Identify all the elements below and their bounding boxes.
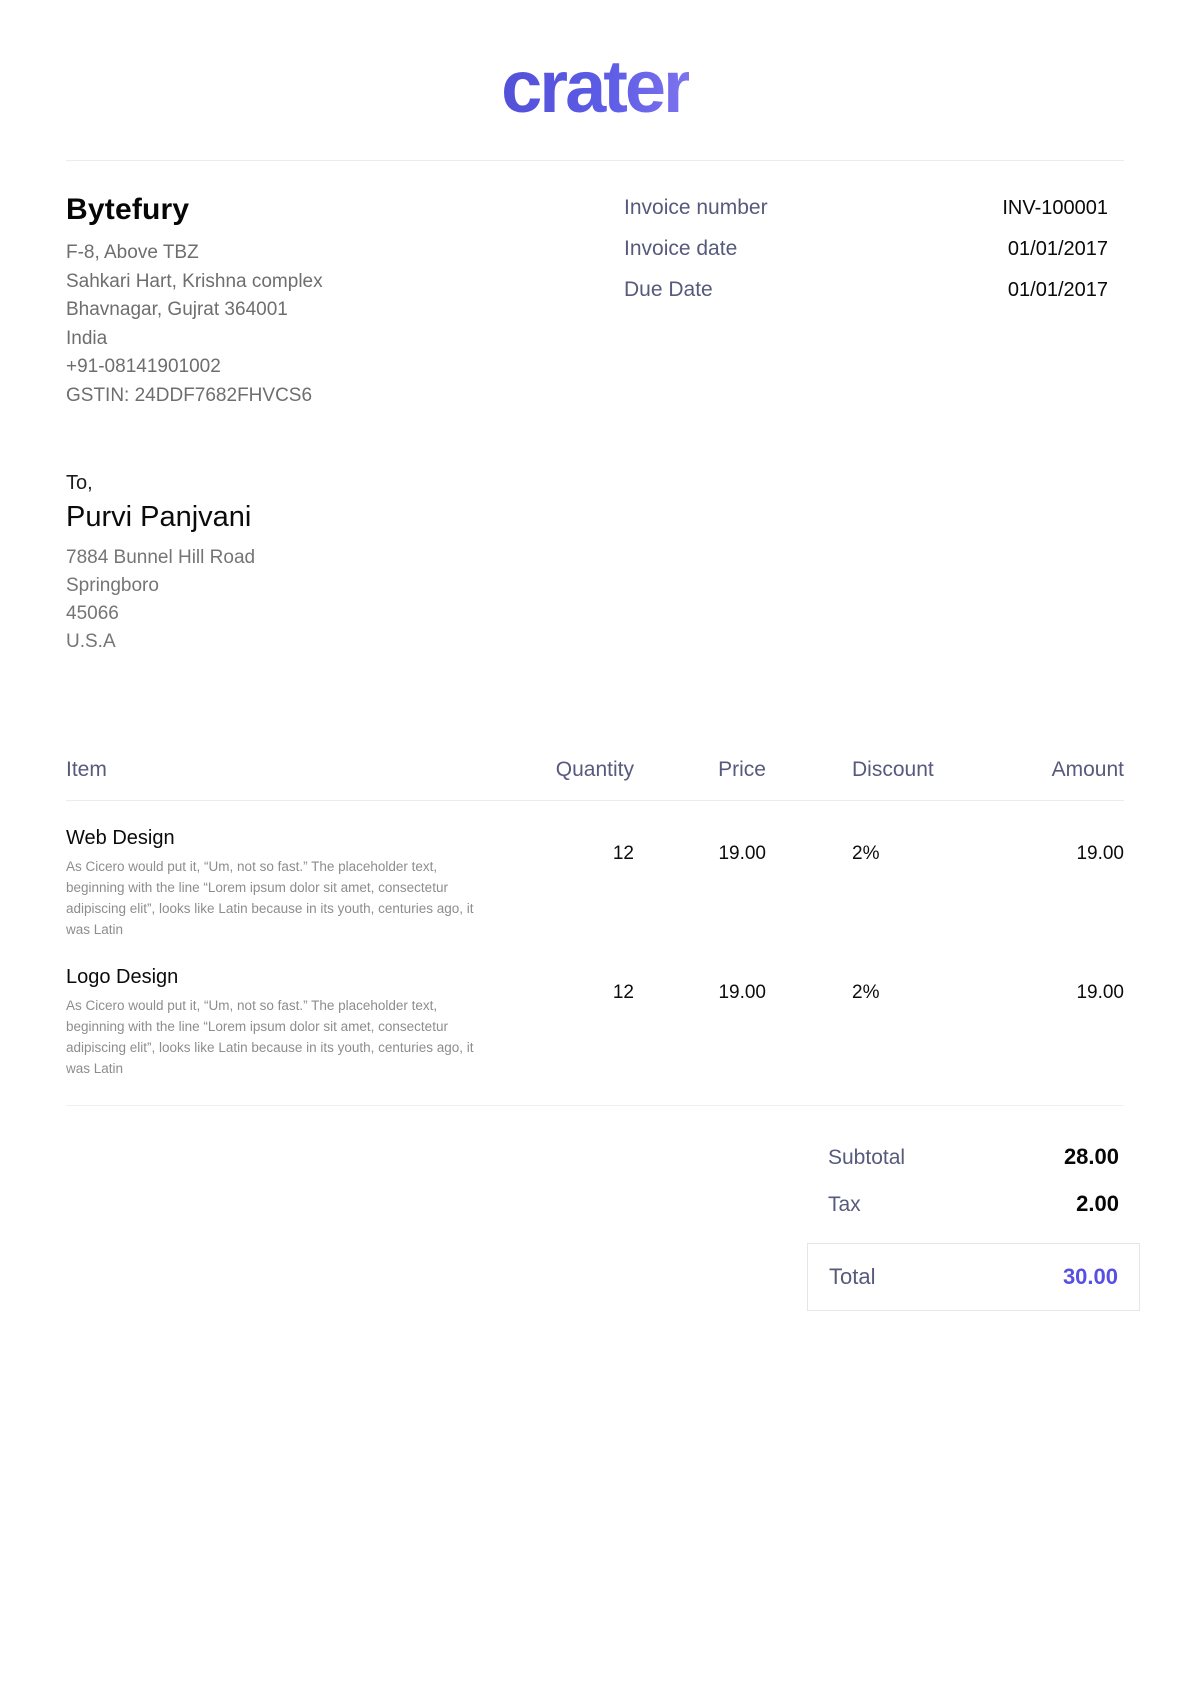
invoice-number-label: Invoice number — [624, 196, 768, 219]
customer-address-line: Springboro — [66, 575, 159, 596]
logo-container: crater — [66, 38, 1124, 158]
customer-address-line: U.S.A — [66, 631, 116, 652]
company-address: F-8, Above TBZ Sahkari Hart, Krishna com… — [66, 239, 323, 410]
table-header-divider — [66, 800, 1124, 801]
customer-name: Purvi Panjvani — [66, 501, 252, 533]
invoice-date-label: Invoice date — [624, 237, 738, 260]
header-divider — [66, 160, 1124, 161]
item-description: As Cicero would put it, “Um, not so fast… — [66, 998, 474, 1076]
subtotal-row: Subtotal 28.00 — [807, 1144, 1140, 1170]
column-header-quantity: Quantity — [555, 758, 634, 781]
company-and-meta-section: Bytefury F-8, Above TBZ Sahkari Hart, Kr… — [66, 193, 1124, 410]
item-cell: Web Design As Cicero would put it, “Um, … — [66, 827, 504, 940]
company-gstin: GSTIN: 24DDF7682FHVCS6 — [66, 384, 313, 406]
item-discount: 2% — [852, 843, 880, 864]
company-block: Bytefury F-8, Above TBZ Sahkari Hart, Kr… — [66, 193, 323, 410]
bill-to-prefix: To, — [66, 472, 93, 494]
invoice-page: crater Bytefury F-8, Above TBZ Sahkari H… — [66, 38, 1140, 1311]
item-description: As Cicero would put it, “Um, not so fast… — [66, 859, 474, 937]
subtotal-label: Subtotal — [828, 1146, 906, 1169]
subtotal-value: 28.00 — [1063, 1144, 1119, 1169]
item-amount: 19.00 — [1076, 982, 1124, 1003]
table-bottom-divider — [66, 1105, 1124, 1106]
table-row: Web Design As Cicero would put it, “Um, … — [66, 801, 1124, 940]
grand-total-label: Total — [829, 1264, 876, 1289]
company-address-line: F-8, Above TBZ — [66, 242, 199, 263]
item-price: 19.00 — [718, 843, 766, 864]
due-date-value: 01/01/2017 — [1007, 279, 1108, 301]
column-header-item: Item — [66, 758, 107, 781]
items-table: Item Quantity Price Discount Amount Web … — [66, 758, 1124, 1106]
customer-address-line: 45066 — [66, 603, 119, 624]
tax-row: Tax 2.00 — [807, 1191, 1140, 1217]
company-address-line: India — [66, 327, 108, 349]
item-cell: Logo Design As Cicero would put it, “Um,… — [66, 966, 504, 1079]
invoice-number-value: INV-100001 — [1002, 197, 1108, 219]
bill-to-section: To, Purvi Panjvani 7884 Bunnel Hill Road… — [66, 472, 1124, 656]
due-date-row: Due Date 01/01/2017 — [624, 278, 1124, 302]
totals-section: Subtotal 28.00 Tax 2.00 Total 30.00 — [807, 1144, 1140, 1311]
items-table-header: Item Quantity Price Discount Amount — [66, 758, 1124, 800]
item-amount: 19.00 — [1076, 843, 1124, 864]
column-header-amount: Amount — [1051, 758, 1124, 781]
grand-total-value: 30.00 — [1062, 1264, 1118, 1289]
tax-label: Tax — [828, 1193, 861, 1216]
customer-address-line: 7884 Bunnel Hill Road — [66, 547, 256, 568]
grand-total-box: Total 30.00 — [807, 1243, 1140, 1311]
company-name: Bytefury — [66, 193, 190, 226]
customer-address: 7884 Bunnel Hill Road Springboro 45066 U… — [66, 544, 1124, 656]
crater-logo: crater — [501, 45, 692, 128]
invoice-date-value: 01/01/2017 — [1007, 238, 1108, 260]
tax-value: 2.00 — [1076, 1191, 1119, 1216]
table-row: Logo Design As Cicero would put it, “Um,… — [66, 940, 1124, 1079]
company-address-line: Bhavnagar, Gujrat 364001 — [66, 299, 288, 320]
column-header-discount: Discount — [852, 758, 934, 781]
due-date-label: Due Date — [624, 278, 713, 301]
item-discount: 2% — [852, 982, 880, 1003]
company-address-line: Sahkari Hart, Krishna complex — [66, 270, 323, 292]
company-phone: +91-08141901002 — [66, 356, 221, 377]
item-quantity: 12 — [612, 843, 634, 864]
invoice-date-row: Invoice date 01/01/2017 — [624, 237, 1124, 261]
item-name: Logo Design — [66, 966, 179, 988]
item-price: 19.00 — [718, 982, 766, 1003]
column-header-price: Price — [718, 758, 766, 781]
invoice-meta-block: Invoice number INV-100001 Invoice date 0… — [624, 193, 1124, 410]
item-name: Web Design — [66, 827, 175, 849]
invoice-number-row: Invoice number INV-100001 — [624, 196, 1124, 220]
item-quantity: 12 — [612, 982, 634, 1003]
